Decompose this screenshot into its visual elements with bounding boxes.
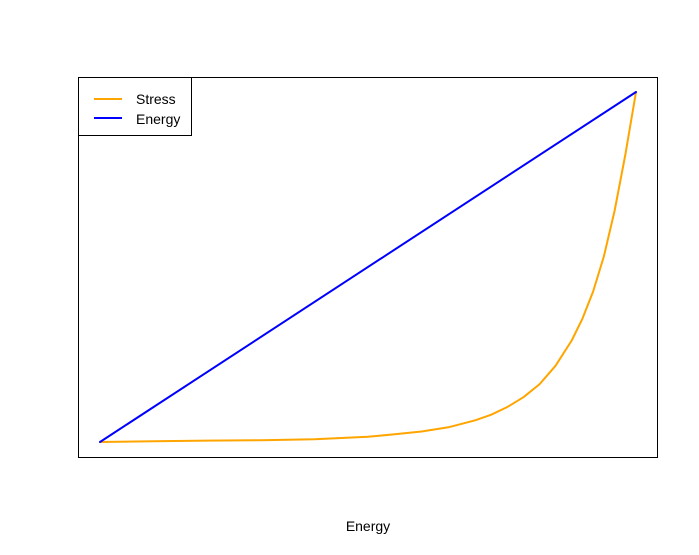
plot-frame [78,77,658,458]
series-layer [99,91,637,443]
x-axis-title: Energy [346,518,390,534]
series-line-energy [99,91,637,443]
legend: Stress Energy [78,77,192,136]
legend-label-stress: Stress [136,91,176,107]
legend-label-energy: Energy [136,111,180,127]
legend-box [78,77,192,136]
series-line-stress [99,91,637,443]
